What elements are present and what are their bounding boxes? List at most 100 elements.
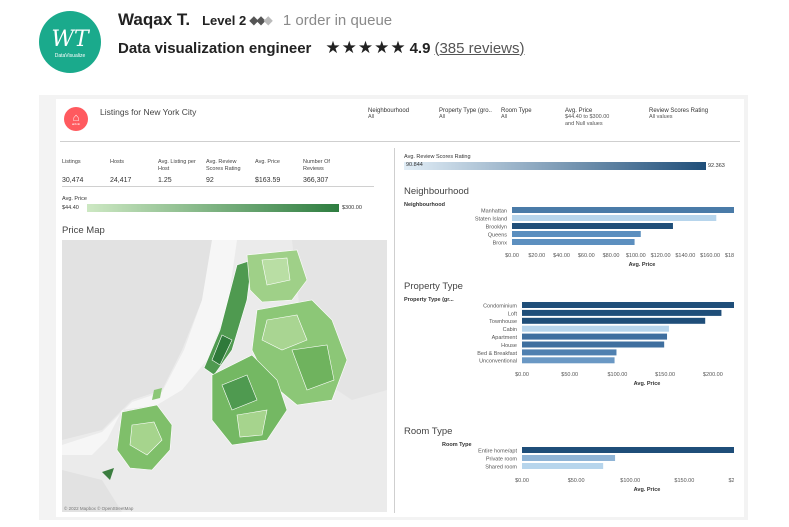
- x-tick-label: $80.00: [603, 253, 620, 259]
- x-tick-label: $140.00: [675, 253, 695, 259]
- bar-category-label: Apartment: [492, 335, 518, 341]
- dashboard-title: Listings for New York City: [100, 107, 197, 117]
- seller-title-row: Data visualization engineer ★★★★★ 4.9 (3…: [118, 37, 524, 59]
- price-map[interactable]: © 2022 Mapbox © OpenStreetMap: [62, 240, 387, 512]
- bar-staten-island: [512, 215, 717, 221]
- reviews-link[interactable]: (385 reviews): [434, 39, 525, 57]
- x-axis-label: Avg. Price: [634, 487, 661, 493]
- x-tick-label: $200.00: [703, 372, 723, 378]
- bar-bronx: [512, 239, 635, 245]
- bar-category-label: Loft: [508, 311, 518, 317]
- chart-field-label: Room Type: [442, 442, 472, 448]
- chart-title-property-type: Property Type: [404, 281, 463, 292]
- bar-category-label: Entire home/apt: [478, 448, 517, 454]
- x-tick-label: $150.00: [655, 372, 675, 378]
- bar-unconventional: [522, 357, 615, 364]
- legend-min: $44.40: [62, 205, 79, 211]
- airbnb-logo-icon: ⌂ airbnb: [64, 107, 88, 131]
- kpi-listings: Listings 30,474: [62, 159, 83, 184]
- kpi-label: Avg. Review Scores Rating: [206, 159, 241, 172]
- portfolio-dashboard-image[interactable]: ⌂ airbnb Listings for New York City Neigh…: [39, 95, 748, 520]
- x-tick-label: $100.00: [626, 253, 646, 259]
- bar-private-room: [522, 455, 616, 461]
- kpi-value: 92: [206, 177, 214, 184]
- kpi-label: Avg. Price: [255, 159, 280, 165]
- x-tick-label: $100.00: [607, 372, 627, 378]
- x-axis-label: Avg. Price: [629, 262, 656, 268]
- bar-category-label: Cabin: [503, 327, 517, 333]
- filter-property-type[interactable]: Property Type (gro.. All: [439, 108, 492, 121]
- bar-bed-breakfast: [522, 349, 617, 356]
- bar-category-label: Manhattan: [481, 208, 507, 214]
- legend-min: 90.844: [406, 162, 423, 168]
- filter-value: All: [501, 114, 508, 120]
- x-tick-label: $150.00: [674, 478, 694, 484]
- x-tick-label: $50.00: [561, 372, 578, 378]
- map-title: Price Map: [62, 225, 105, 236]
- kpi-number-of-reviews: Number Of Reviews 366,307: [303, 159, 343, 184]
- seller-name[interactable]: Waqax T.: [118, 10, 191, 29]
- filter-neighbourhood[interactable]: Neighbourhood All: [368, 108, 409, 121]
- filter-label: Review Scores Rating: [649, 108, 709, 114]
- bar-category-label: Staten Island: [475, 216, 507, 222]
- legend-label: Avg. Review Scores Rating: [404, 154, 471, 160]
- nyc-map-graphic: [62, 240, 387, 512]
- legend-label: Avg. Price: [62, 196, 87, 202]
- kpi-avg-review-score: Avg. Review Scores Rating 92: [206, 159, 254, 184]
- map-attribution: © 2022 Mapbox © OpenStreetMap: [64, 506, 134, 511]
- tableau-dashboard: ⌂ airbnb Listings for New York City Neigh…: [56, 99, 744, 517]
- kpi-hosts: Hosts 24,417: [110, 159, 131, 184]
- x-tick-label: $40.00: [553, 253, 570, 259]
- x-tick-label: $180.00: [725, 253, 734, 259]
- chart-field-label: Property Type (gr...: [404, 297, 454, 303]
- x-tick-label: $0.00: [505, 253, 519, 259]
- filter-room-type[interactable]: Room Type All: [501, 108, 532, 121]
- legend-max: $300.00: [342, 205, 362, 211]
- kpi-value: $163.59: [255, 177, 281, 184]
- x-tick-label: $0.00: [515, 372, 529, 378]
- bar-category-label: Bed & Breakfast: [477, 351, 517, 357]
- bar-house: [522, 341, 665, 348]
- orders-in-queue: 1 order in queue: [282, 11, 393, 29]
- x-axis-label: Avg. Price: [634, 381, 661, 387]
- seller-avatar[interactable]: WT DataVisualize: [39, 11, 101, 73]
- filter-value: All values: [649, 114, 673, 120]
- kpi-divider: [62, 186, 374, 187]
- filter-value: All: [439, 114, 446, 120]
- seller-level: Level 2: [202, 12, 247, 28]
- rating-value: 4.9: [409, 39, 431, 57]
- chart-field-label: Neighbourhood: [404, 202, 445, 208]
- bar-category-label: Condominium: [483, 303, 517, 309]
- bar-brooklyn: [512, 223, 673, 229]
- property-type-bar-chart[interactable]: Condominium Loft Townhouse Cabin Apartment Ho…: [394, 302, 734, 392]
- filter-avg-price[interactable]: Avg. Price $44.40 to $300.00 and Null va…: [565, 108, 609, 128]
- kpi-avg-price: Avg. Price $163.59: [255, 159, 280, 184]
- level-diamonds-icon: ◆◆◆: [249, 13, 273, 27]
- column-divider: [394, 148, 395, 513]
- x-tick-label: $50.00: [568, 478, 585, 484]
- bar-condominium: [522, 302, 734, 308]
- filter-label: Property Type (gro..: [439, 108, 492, 114]
- bar-category-label: Queens: [488, 232, 508, 238]
- x-tick-label: $20.00: [528, 253, 545, 259]
- bar-category-label: Shared room: [485, 464, 517, 470]
- review-color-legend: Avg. Review Scores Rating 90.844 92.363: [404, 154, 725, 170]
- kpi-value: 1.25: [158, 177, 172, 184]
- filter-label: Room Type: [501, 108, 532, 114]
- x-tick-label: $120.00: [651, 253, 671, 259]
- kpi-label: Hosts: [110, 159, 125, 165]
- price-gradient-bar: [87, 204, 339, 212]
- filter-label: Neighbourhood: [368, 108, 410, 114]
- neighbourhood-bar-chart[interactable]: Manhattan Staten Island Brooklyn Queens Bron…: [394, 207, 734, 269]
- bar-category-label: Bronx: [493, 240, 508, 246]
- filter-review-scores[interactable]: Review Scores Rating All values: [649, 108, 708, 121]
- x-tick-label: $100.00: [620, 478, 640, 484]
- bar-category-label: House: [501, 343, 517, 349]
- header-divider: [60, 141, 740, 142]
- bar-queens: [512, 231, 641, 237]
- bar-cabin: [522, 325, 669, 332]
- bar-category-label: Unconventional: [479, 359, 517, 365]
- chart-title-room-type: Room Type: [404, 426, 453, 437]
- x-tick-label: $200.00: [729, 478, 734, 484]
- room-type-bar-chart[interactable]: Entire home/apt Private room Shared room $0…: [394, 447, 734, 497]
